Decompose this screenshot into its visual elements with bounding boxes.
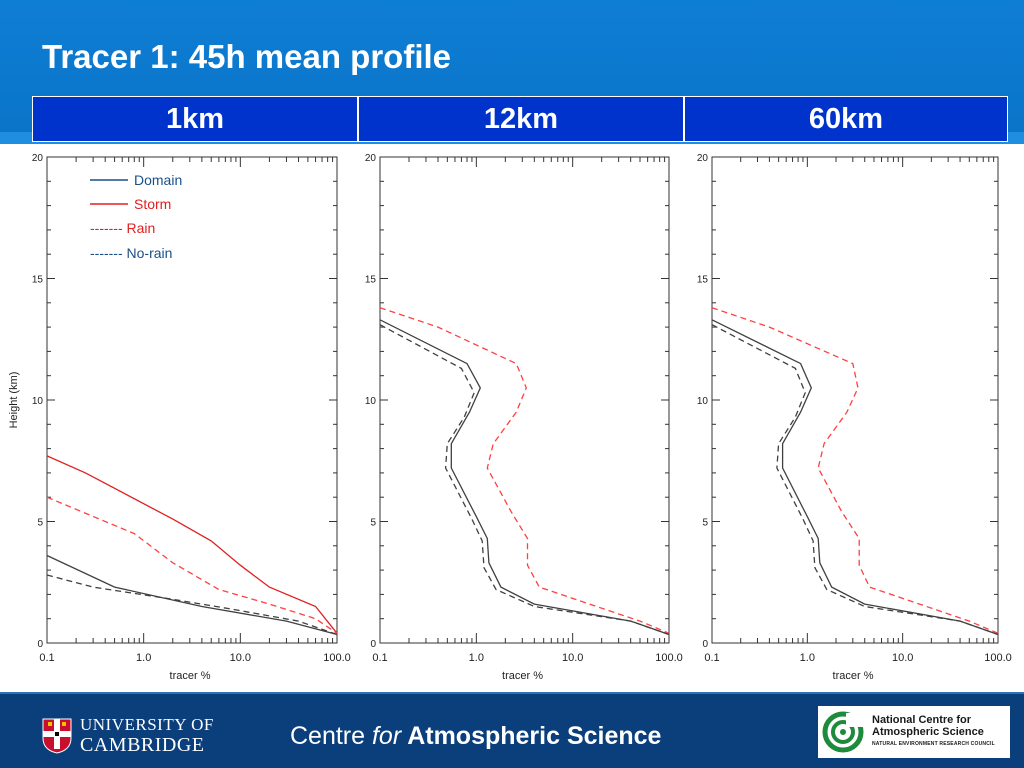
uni-line-2: CAMBRIDGE: [80, 734, 205, 756]
ncas-swirl-icon: [822, 711, 864, 753]
centre-name: Centre for Atmospheric Science: [290, 722, 661, 751]
x-tick-label: 0.1: [704, 652, 719, 664]
centre-prefix: Centre: [290, 722, 372, 750]
charts-svg: 0 5 10 15 20 0.1 1.0 10.0 100.0 tracer % Height (k…: [8, 153, 1012, 682]
column-header-12km: 12km: [358, 96, 684, 142]
x-axis-label: tracer %: [502, 670, 543, 682]
series-line-domain: [711, 319, 999, 636]
series-line-rain: [379, 307, 670, 634]
x-axis-label: tracer %: [833, 670, 874, 682]
y-axis-label: Height (km): [8, 372, 20, 429]
series-line-rain: [46, 496, 338, 634]
y-tick-label: 0: [37, 639, 43, 650]
ncas-logo: National Centre for Atmospheric Science …: [818, 706, 1010, 758]
series-line-rain: [711, 307, 999, 634]
ncas-wordmark: National Centre for Atmospheric Science …: [872, 714, 995, 750]
x-tick-label: 100.0: [655, 652, 683, 664]
legend-label-no-rain: ------- No-rain: [90, 245, 172, 261]
centre-for: for: [371, 722, 402, 750]
x-tick-label: 10.0: [892, 652, 913, 664]
series-line-no-rain: [711, 324, 999, 636]
y-tick-label: 5: [370, 518, 376, 529]
x-tick-label: 1.0: [469, 652, 484, 664]
cambridge-logo: UNIVERSITY OF CAMBRIDGE: [42, 716, 214, 756]
legend-label-rain: ------- Rain: [90, 220, 155, 236]
legend-label-storm: Storm: [134, 196, 171, 212]
ncas-line-1: National Centre for: [872, 714, 972, 726]
x-tick-label: 1.0: [800, 652, 815, 664]
y-tick-label: 10: [365, 396, 377, 407]
y-tick-label: 15: [365, 275, 377, 286]
uni-line-1: UNIVERSITY OF: [80, 715, 214, 734]
series-line-no-rain: [379, 324, 670, 636]
cambridge-crest-icon: [42, 718, 72, 754]
y-tick-label: 0: [702, 639, 708, 650]
y-tick-label: 5: [702, 518, 708, 529]
y-tick-label: 20: [32, 153, 44, 164]
series-line-no-rain: [46, 574, 338, 636]
y-tick-label: 15: [697, 275, 709, 286]
plot-frame: [711, 156, 999, 644]
legend-label-domain: Domain: [134, 172, 182, 188]
ncas-line-3: NATURAL ENVIRONMENT RESEARCH COUNCIL: [872, 741, 995, 747]
column-header-1km: 1km: [32, 96, 358, 142]
column-header-60km: 60km: [684, 96, 1008, 142]
x-tick-label: 100.0: [984, 652, 1012, 664]
ncas-line-2: Atmospheric Science: [872, 726, 984, 738]
x-tick-label: 0.1: [372, 652, 387, 664]
x-tick-label: 10.0: [562, 652, 583, 664]
x-tick-label: 0.1: [39, 652, 54, 664]
y-tick-label: 10: [697, 396, 709, 407]
series-line-domain: [46, 554, 338, 636]
y-tick-label: 10: [32, 396, 44, 407]
x-axis-label: tracer %: [170, 670, 211, 682]
y-tick-label: 0: [370, 639, 376, 650]
footer-bar: UNIVERSITY OF CAMBRIDGE Centre for Atmos…: [0, 692, 1024, 768]
series-line-storm: [46, 455, 338, 634]
y-tick-label: 15: [32, 275, 44, 286]
x-tick-label: 100.0: [323, 652, 351, 664]
plot-area: 0 5 10 15 20 0.1 1.0 10.0 100.0 tracer % Height (k…: [0, 144, 1024, 692]
y-tick-label: 20: [365, 153, 377, 164]
x-tick-label: 10.0: [230, 652, 251, 664]
x-tick-label: 1.0: [136, 652, 151, 664]
centre-bold: Atmospheric Science: [401, 722, 662, 750]
y-tick-label: 5: [37, 518, 43, 529]
plot-frame: [379, 156, 670, 644]
y-tick-label: 20: [697, 153, 709, 164]
series-line-domain: [379, 319, 670, 636]
cambridge-wordmark: UNIVERSITY OF CAMBRIDGE: [80, 715, 214, 757]
slide-title: Tracer 1: 45h mean profile: [42, 38, 452, 75]
